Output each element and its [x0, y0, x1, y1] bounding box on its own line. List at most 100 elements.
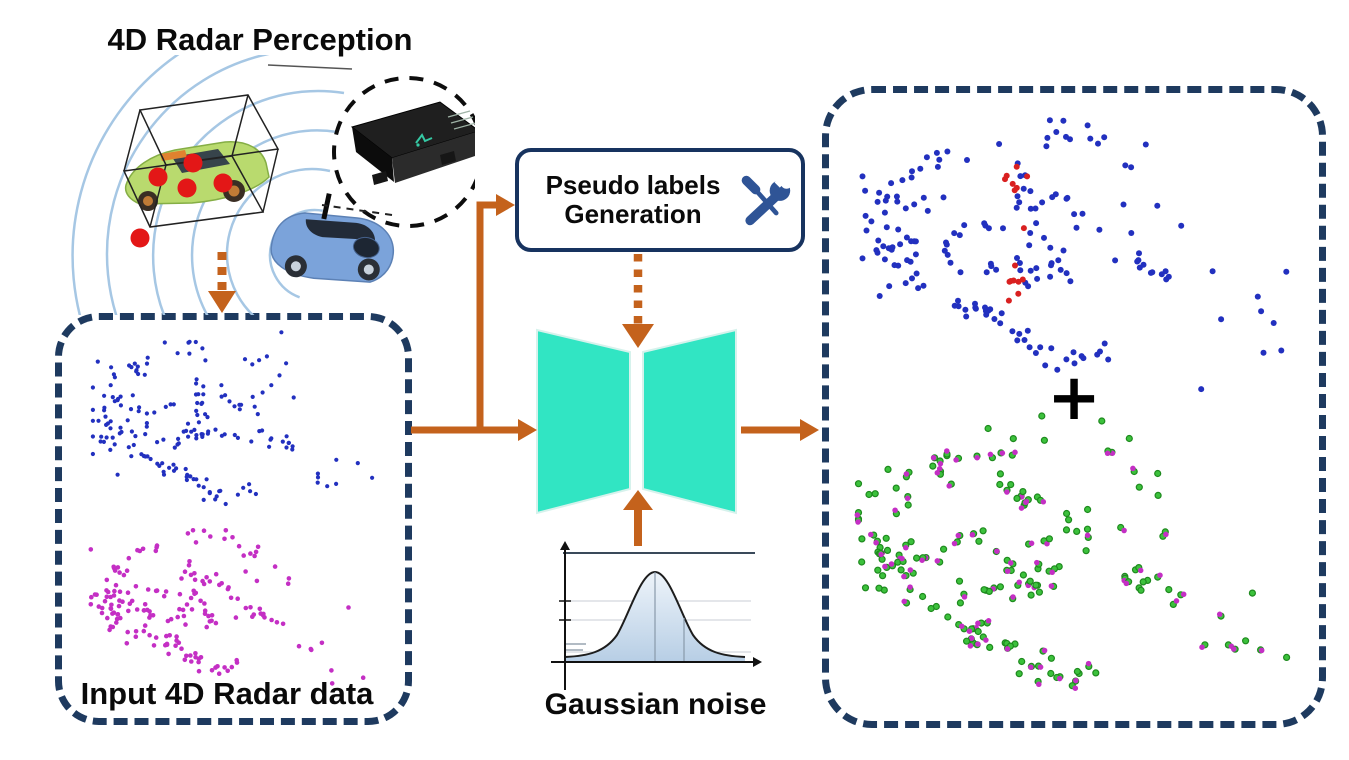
- radar-point: [907, 584, 913, 590]
- radar-point: [229, 664, 235, 670]
- radar-point: [1027, 188, 1034, 195]
- radar-point: [1016, 330, 1023, 337]
- radar-point: [188, 595, 194, 601]
- radar-point: [1018, 505, 1025, 511]
- radar-point: [125, 629, 130, 635]
- radar-point: [124, 568, 130, 573]
- radar-point: [334, 457, 339, 462]
- radar-point: [161, 469, 166, 474]
- radar-point: [953, 457, 959, 463]
- radar-point: [1130, 465, 1136, 472]
- gaussian-noise-plot: [551, 541, 762, 690]
- radar-point: [1028, 540, 1035, 547]
- radar-point: [854, 480, 863, 488]
- radar-point: [284, 434, 289, 439]
- radar-point: [1121, 527, 1127, 534]
- output-data-box: [822, 86, 1326, 728]
- radar-point: [205, 415, 210, 420]
- radar-point: [1039, 199, 1046, 206]
- radar-point: [95, 359, 100, 364]
- radar-point: [912, 554, 921, 562]
- radar-point: [983, 269, 990, 276]
- radar-point: [135, 364, 140, 369]
- radar-point: [983, 311, 990, 318]
- radar-point: [189, 429, 194, 434]
- radar-point: [222, 536, 227, 542]
- radar-point: [213, 497, 218, 502]
- radar-point: [1042, 362, 1049, 369]
- radar-point: [934, 558, 941, 564]
- radar-point: [188, 653, 193, 658]
- radar-point: [972, 304, 979, 311]
- radar-point: [1173, 598, 1180, 604]
- radar-point: [137, 405, 142, 410]
- radar-point: [147, 632, 152, 638]
- radar-point: [141, 628, 147, 634]
- radar-point: [153, 548, 159, 554]
- radar-point: [888, 180, 895, 187]
- radar-point: [911, 201, 918, 208]
- radar-point: [191, 588, 196, 594]
- radar-point: [213, 571, 219, 577]
- radar-point: [163, 589, 169, 594]
- radar-point: [184, 428, 189, 433]
- radar-point: [194, 436, 199, 441]
- radar-point: [144, 411, 149, 416]
- radar-point: [1026, 577, 1034, 585]
- radar-point: [249, 439, 254, 444]
- radar-point: [179, 576, 184, 581]
- radar-point: [173, 643, 178, 648]
- radar-point: [892, 507, 898, 513]
- radar-point: [127, 363, 132, 368]
- radar-point: [888, 561, 895, 567]
- radar-point: [1055, 257, 1062, 264]
- radar-point: [1154, 202, 1161, 209]
- input-box-label: Input 4D Radar data: [80, 676, 374, 711]
- radar-point: [1063, 509, 1071, 518]
- radar-point: [118, 394, 123, 399]
- radar-point: [909, 275, 915, 282]
- radar-point: [90, 434, 95, 439]
- radar-point: [1044, 134, 1051, 141]
- radar-point: [117, 589, 123, 594]
- radar-point: [944, 613, 952, 621]
- radar-point: [907, 258, 914, 265]
- radar-point: [250, 394, 255, 399]
- radar-point: [913, 270, 920, 277]
- radar-point: [879, 572, 887, 580]
- radar-point: [142, 602, 148, 607]
- radar-point: [961, 222, 968, 229]
- radar-point: [1218, 316, 1225, 323]
- radar-point: [196, 392, 201, 397]
- radar-point: [88, 602, 94, 607]
- radar-point: [143, 454, 148, 459]
- radar-point: [963, 313, 970, 320]
- radar-point: [902, 280, 909, 287]
- radar-point: [257, 606, 263, 612]
- radar-point: [1056, 675, 1063, 682]
- radar-point: [219, 581, 224, 586]
- radar-point: [114, 620, 119, 625]
- radar-point: [903, 544, 909, 551]
- radar-point: [878, 551, 884, 558]
- radar-point: [1163, 531, 1169, 538]
- radar-point: [1010, 594, 1016, 600]
- radar-point: [223, 528, 229, 533]
- radar-point: [912, 238, 919, 245]
- radar-point: [873, 247, 880, 254]
- radar-point: [183, 622, 188, 627]
- radar-point: [189, 659, 194, 664]
- radar-point: [115, 565, 121, 570]
- radar-point: [213, 427, 218, 432]
- radar-point: [252, 404, 257, 409]
- radar-point: [182, 657, 188, 663]
- radar-point: [102, 408, 107, 413]
- radar-point: [1070, 349, 1077, 356]
- radar-point: [1047, 669, 1055, 678]
- radar-point: [904, 501, 912, 509]
- radar-point: [291, 395, 296, 400]
- radar-point: [854, 512, 861, 518]
- radar-point: [112, 442, 117, 447]
- radar-point: [184, 477, 189, 483]
- radar-point: [248, 551, 253, 556]
